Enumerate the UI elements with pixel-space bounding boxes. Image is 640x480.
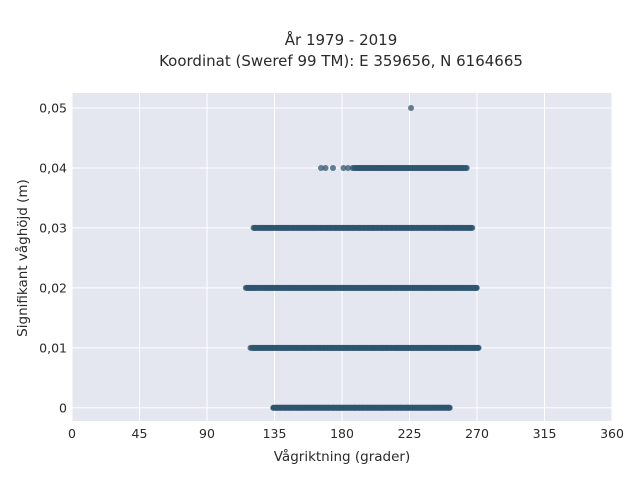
- data-point: [318, 164, 324, 171]
- data-point: [322, 164, 329, 171]
- data-points: [242, 104, 482, 411]
- data-point: [469, 224, 476, 231]
- x-tick-label: 90: [199, 426, 215, 441]
- y-tick-label: 0,01: [39, 340, 67, 355]
- x-tick-label: 45: [132, 426, 148, 441]
- y-tick-label: 0,04: [39, 160, 67, 175]
- y-tick-label: 0,02: [39, 280, 67, 295]
- x-tick-labels: 0 45 90 135 180 225 270 315 360: [68, 426, 624, 441]
- chart-subtitle: Koordinat (Sweref 99 TM): E 359656, N 61…: [159, 52, 523, 70]
- y-tick-label: 0,05: [39, 100, 67, 115]
- x-tick-label: 180: [330, 426, 354, 441]
- x-tick-label: 135: [263, 426, 287, 441]
- x-axis-label: Vågriktning (grader): [274, 448, 411, 465]
- x-tick-label: 225: [398, 426, 422, 441]
- data-point: [475, 344, 482, 351]
- x-tick-label: 315: [533, 426, 557, 441]
- data-point: [340, 164, 347, 171]
- chart-title: År 1979 - 2019: [285, 30, 398, 49]
- y-tick-label: 0,03: [39, 220, 67, 235]
- data-point: [446, 404, 453, 411]
- data-point: [330, 164, 336, 171]
- x-tick-label: 0: [68, 426, 76, 441]
- data-point: [463, 164, 470, 171]
- data-point: [473, 284, 480, 291]
- x-tick-label: 360: [600, 426, 624, 441]
- y-axis-label: Signifikant våghöjd (m): [14, 179, 31, 337]
- y-tick-label: 0: [59, 400, 67, 415]
- x-tick-label: 270: [465, 426, 489, 441]
- data-point: [345, 164, 351, 171]
- data-point: [408, 104, 414, 111]
- y-tick-labels: 0 0,01 0,02 0,03 0,04 0,05: [39, 100, 67, 415]
